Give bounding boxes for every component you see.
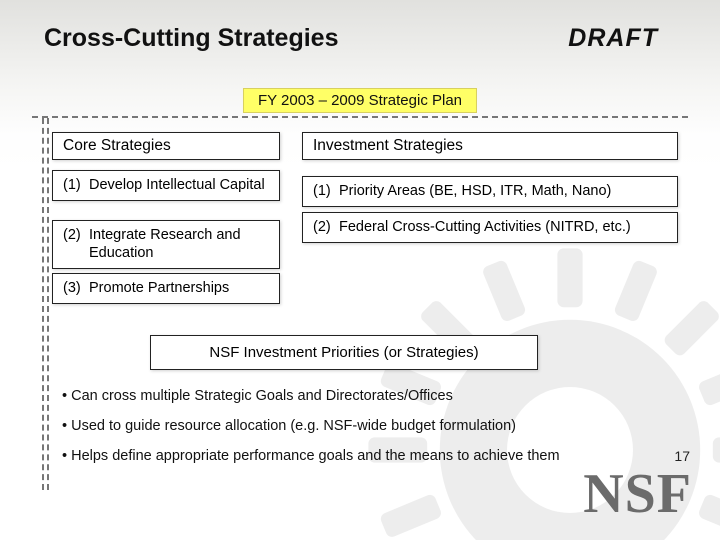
core-item-3: (3) Promote Partnerships (52, 273, 280, 304)
dashed-left-rail-2 (47, 118, 49, 490)
list-text: Integrate Research and Education (89, 226, 269, 262)
core-item-1: (1) Develop Intellectual Capital (52, 170, 280, 201)
slide-number: 17 (674, 448, 690, 464)
list-text: Develop Intellectual Capital (89, 176, 269, 194)
title-row: Cross-Cutting Strategies DRAFT (44, 24, 676, 53)
investment-item-2: (2) Federal Cross-Cutting Activities (NI… (302, 212, 678, 243)
list-text: Federal Cross-Cutting Activities (NITRD,… (339, 218, 667, 236)
list-number: (3) (63, 279, 89, 297)
list-number: (1) (63, 176, 89, 194)
investment-item-1: (1) Priority Areas (BE, HSD, ITR, Math, … (302, 176, 678, 207)
bullet-1: • Can cross multiple Strategic Goals and… (62, 388, 680, 404)
priorities-box: NSF Investment Priorities (or Strategies… (150, 335, 538, 370)
core-item-2: (2) Integrate Research and Education (52, 220, 280, 269)
dashed-divider (32, 116, 688, 118)
core-strategies-header: Core Strategies (52, 132, 280, 160)
list-number: (2) (313, 218, 339, 236)
slide-content: Cross-Cutting Strategies DRAFT FY 2003 –… (0, 0, 720, 540)
list-number: (2) (63, 226, 89, 262)
bullet-2: • Used to guide resource allocation (e.g… (62, 418, 680, 434)
list-number: (1) (313, 182, 339, 200)
list-text: Priority Areas (BE, HSD, ITR, Math, Nano… (339, 182, 667, 200)
fy-banner: FY 2003 – 2009 Strategic Plan (243, 88, 477, 113)
slide: NSF 17 Cross-Cutting Strategies DRAFT FY… (0, 0, 720, 540)
draft-label: DRAFT (568, 24, 658, 53)
list-text: Promote Partnerships (89, 279, 269, 297)
bullets: • Can cross multiple Strategic Goals and… (62, 388, 680, 478)
page-title: Cross-Cutting Strategies (44, 24, 338, 53)
dashed-left-rail-1 (42, 118, 44, 490)
bullet-3: • Helps define appropriate performance g… (62, 448, 680, 464)
investment-strategies-header: Investment Strategies (302, 132, 678, 160)
